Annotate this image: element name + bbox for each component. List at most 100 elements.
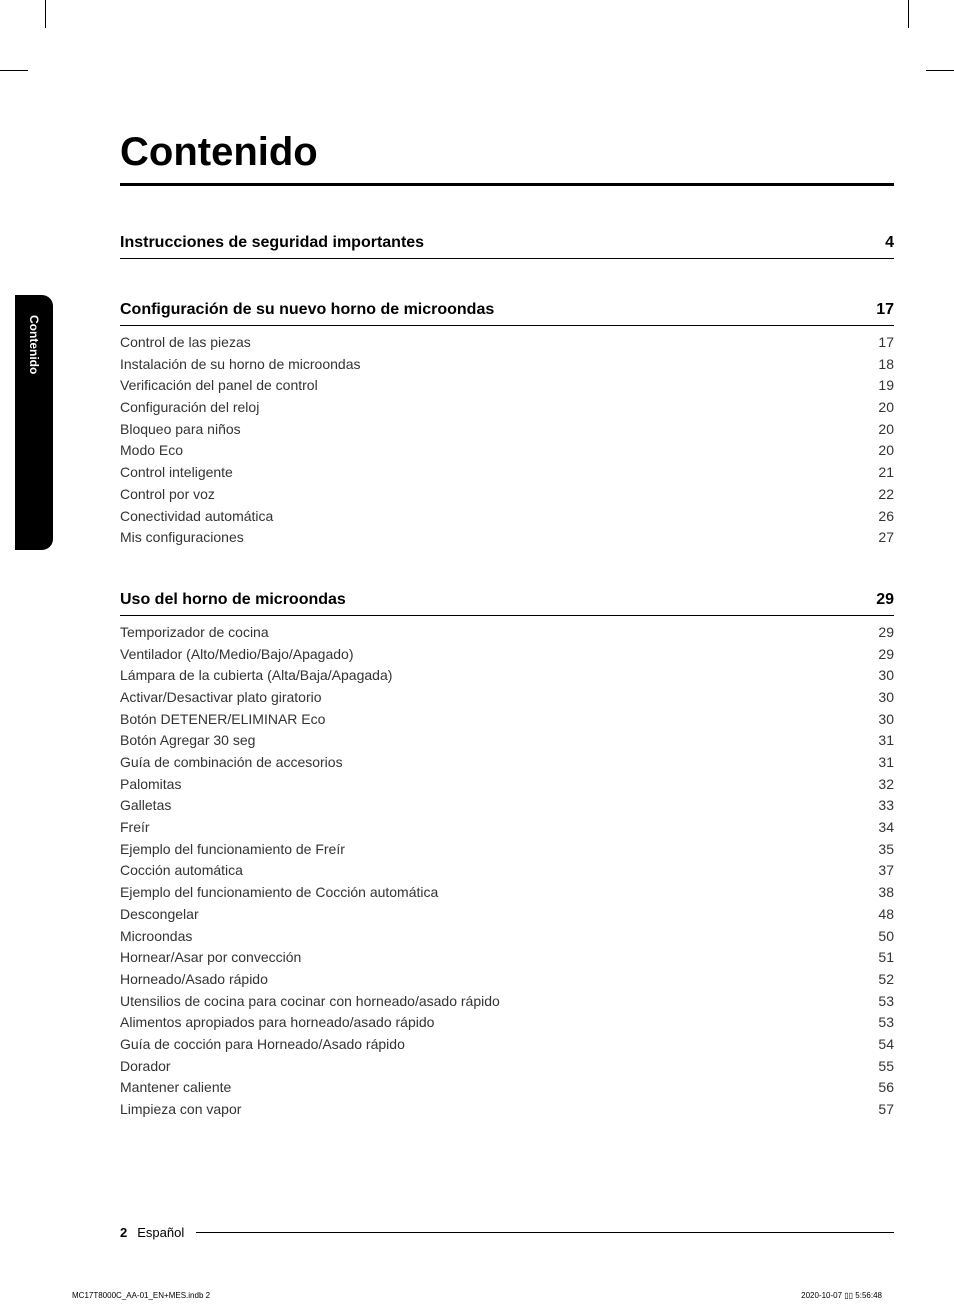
entry-label: Control inteligente — [120, 462, 858, 484]
entry-page: 33 — [858, 795, 894, 817]
toc-entry: Botón DETENER/ELIMINAR Eco30 — [120, 709, 894, 731]
table-of-contents: Instrucciones de seguridad importantes 4 C… — [120, 234, 894, 1121]
entry-label: Guía de combinación de accesorios — [120, 752, 858, 774]
entry-page: 55 — [858, 1056, 894, 1078]
entry-page: 30 — [858, 665, 894, 687]
toc-entry: Cocción automática37 — [120, 860, 894, 882]
section-page: 4 — [885, 234, 894, 252]
section-heading: Instrucciones de seguridad importantes — [120, 234, 424, 252]
entry-page: 53 — [858, 991, 894, 1013]
toc-section: Instrucciones de seguridad importantes 4 — [120, 234, 894, 259]
toc-entry: Guía de cocción para Horneado/Asado rápi… — [120, 1034, 894, 1056]
toc-entry: Control inteligente21 — [120, 462, 894, 484]
section-entries: Control de las piezas17Instalación de su… — [120, 332, 894, 549]
entry-label: Freír — [120, 817, 858, 839]
toc-section: Configuración de su nuevo horno de micro… — [120, 301, 894, 549]
footer-language: Español — [137, 1225, 184, 1240]
page-title: Contenido — [120, 130, 894, 175]
entry-label: Hornear/Asar por convección — [120, 947, 858, 969]
entry-label: Dorador — [120, 1056, 858, 1078]
entry-label: Verificación del panel de control — [120, 375, 858, 397]
entry-label: Descongelar — [120, 904, 858, 926]
entry-page: 30 — [858, 687, 894, 709]
section-header: Uso del horno de microondas29 — [120, 591, 894, 616]
entry-page: 22 — [858, 484, 894, 506]
print-timestamp: 2020-10-07 ▯▯ 5:56:48 — [801, 1291, 882, 1300]
entry-page: 37 — [858, 860, 894, 882]
entry-label: Mantener caliente — [120, 1077, 858, 1099]
section-page: 17 — [876, 301, 894, 319]
entry-page: 20 — [858, 440, 894, 462]
entry-label: Control de las piezas — [120, 332, 858, 354]
entry-label: Lámpara de la cubierta (Alta/Baja/Apagad… — [120, 665, 858, 687]
section-header: Instrucciones de seguridad importantes 4 — [120, 234, 894, 259]
toc-entry: Alimentos apropiados para horneado/asado… — [120, 1012, 894, 1034]
entry-label: Galletas — [120, 795, 858, 817]
toc-entry: Palomitas32 — [120, 774, 894, 796]
toc-entry: Bloqueo para niños20 — [120, 419, 894, 441]
entry-label: Temporizador de cocina — [120, 622, 858, 644]
page-content: Contenido Instrucciones de seguridad imp… — [120, 130, 894, 1268]
toc-entry: Ventilador (Alto/Medio/Bajo/Apagado)29 — [120, 644, 894, 666]
entry-label: Modo Eco — [120, 440, 858, 462]
toc-entry: Temporizador de cocina29 — [120, 622, 894, 644]
entry-page: 51 — [858, 947, 894, 969]
entry-page: 20 — [858, 397, 894, 419]
crop-mark — [908, 0, 909, 28]
entry-page: 27 — [858, 527, 894, 549]
page-footer: 2 Español — [120, 1225, 894, 1240]
print-footer: MC17T8000C_AA-01_EN+MES.indb 2 2020-10-0… — [72, 1291, 882, 1300]
section-entries: Temporizador de cocina29Ventilador (Alto… — [120, 622, 894, 1121]
entry-label: Ventilador (Alto/Medio/Bajo/Apagado) — [120, 644, 858, 666]
entry-page: 57 — [858, 1099, 894, 1121]
entry-page: 38 — [858, 882, 894, 904]
entry-label: Conectividad automática — [120, 506, 858, 528]
toc-entry: Botón Agregar 30 seg31 — [120, 730, 894, 752]
entry-label: Botón Agregar 30 seg — [120, 730, 858, 752]
entry-page: 48 — [858, 904, 894, 926]
toc-entry: Ejemplo del funcionamiento de Cocción au… — [120, 882, 894, 904]
entry-page: 20 — [858, 419, 894, 441]
crop-mark — [0, 70, 28, 71]
footer-page-number: 2 — [120, 1225, 127, 1240]
entry-label: Guía de cocción para Horneado/Asado rápi… — [120, 1034, 858, 1056]
print-file-ref: MC17T8000C_AA-01_EN+MES.indb 2 — [72, 1291, 210, 1300]
entry-page: 50 — [858, 926, 894, 948]
entry-label: Activar/Desactivar plato giratorio — [120, 687, 858, 709]
entry-page: 32 — [858, 774, 894, 796]
entry-label: Bloqueo para niños — [120, 419, 858, 441]
toc-section: Uso del horno de microondas29 Temporizado… — [120, 591, 894, 1121]
entry-label: Limpieza con vapor — [120, 1099, 858, 1121]
crop-mark — [45, 0, 46, 28]
toc-entry: Hornear/Asar por convección51 — [120, 947, 894, 969]
side-tab-label: Contenido — [27, 315, 41, 374]
entry-label: Horneado/Asado rápido — [120, 969, 858, 991]
entry-page: 35 — [858, 839, 894, 861]
toc-entry: Ejemplo del funcionamiento de Freír35 — [120, 839, 894, 861]
entry-page: 53 — [858, 1012, 894, 1034]
toc-entry: Control por voz22 — [120, 484, 894, 506]
section-header: Configuración de su nuevo horno de micro… — [120, 301, 894, 326]
entry-page: 52 — [858, 969, 894, 991]
toc-entry: Horneado/Asado rápido52 — [120, 969, 894, 991]
entry-page: 17 — [858, 332, 894, 354]
toc-entry: Configuración del reloj20 — [120, 397, 894, 419]
entry-label: Utensilios de cocina para cocinar con ho… — [120, 991, 858, 1013]
entry-page: 31 — [858, 730, 894, 752]
title-rule — [120, 183, 894, 186]
section-heading: Configuración de su nuevo horno de micro… — [120, 301, 494, 319]
entry-page: 56 — [858, 1077, 894, 1099]
toc-entry: Utensilios de cocina para cocinar con ho… — [120, 991, 894, 1013]
entry-page: 29 — [858, 644, 894, 666]
toc-entry: Control de las piezas17 — [120, 332, 894, 354]
toc-entry: Activar/Desactivar plato giratorio30 — [120, 687, 894, 709]
entry-page: 21 — [858, 462, 894, 484]
toc-entry: Mantener caliente56 — [120, 1077, 894, 1099]
toc-entry: Limpieza con vapor57 — [120, 1099, 894, 1121]
entry-label: Palomitas — [120, 774, 858, 796]
entry-label: Cocción automática — [120, 860, 858, 882]
entry-page: 30 — [858, 709, 894, 731]
toc-entry: Galletas33 — [120, 795, 894, 817]
entry-label: Instalación de su horno de microondas — [120, 354, 858, 376]
toc-entry: Microondas50 — [120, 926, 894, 948]
